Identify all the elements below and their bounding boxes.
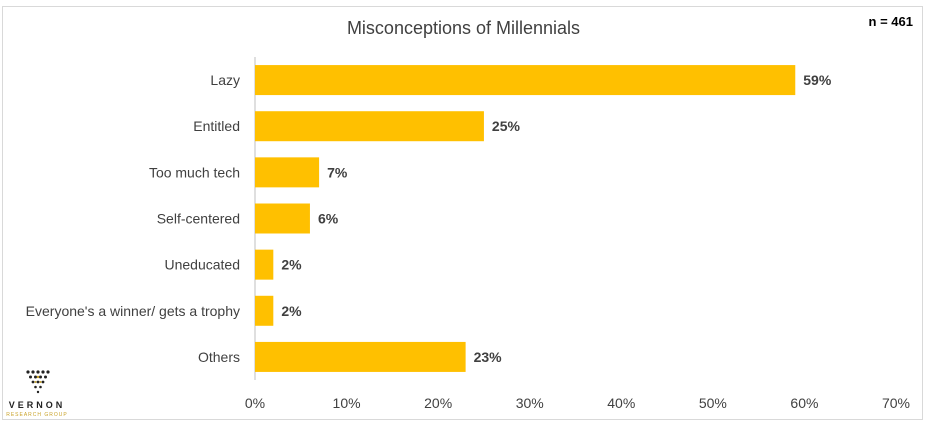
x-tick-label: 0%: [245, 395, 265, 411]
data-label: 59%: [803, 72, 832, 88]
data-label: 7%: [327, 164, 348, 180]
category-label: Uneducated: [164, 257, 240, 273]
category-label: Entitled: [193, 118, 240, 134]
data-label: 6%: [318, 211, 339, 227]
x-tick-label: 60%: [790, 395, 818, 411]
logo-subtitle: RESEARCH GROUP: [6, 412, 68, 418]
bar: [255, 111, 484, 142]
chart-frame: [2, 6, 923, 420]
x-tick-label: 10%: [333, 395, 361, 411]
data-label: 2%: [281, 257, 302, 273]
bar: [255, 295, 274, 326]
bar: [255, 157, 320, 188]
vernon-logo: VERNON RESEARCH GROUP: [6, 368, 68, 418]
x-tick-label: 30%: [516, 395, 544, 411]
bar: [255, 203, 310, 234]
bar: [255, 65, 796, 96]
category-label: Lazy: [210, 72, 240, 88]
chart-title: Misconceptions of Millennials: [346, 18, 581, 38]
x-tick-label: 70%: [882, 395, 910, 411]
x-tick-label: 40%: [607, 395, 635, 411]
bar: [255, 249, 274, 280]
sample-size-annotation: n = 461: [868, 14, 913, 29]
category-label: Everyone's a winner/ gets a trophy: [26, 303, 240, 319]
logo-triangle-icon: [26, 370, 50, 394]
x-tick-label: 20%: [424, 395, 452, 411]
category-label: Others: [198, 349, 240, 365]
category-label: Self-centered: [157, 211, 240, 227]
logo-wordmark: VERNON: [8, 400, 66, 410]
category-label: Too much tech: [149, 164, 240, 180]
x-tick-label: 50%: [699, 395, 727, 411]
data-label: 2%: [281, 303, 302, 319]
data-label: 23%: [474, 349, 503, 365]
bar: [255, 341, 466, 372]
data-label: 25%: [492, 118, 521, 134]
